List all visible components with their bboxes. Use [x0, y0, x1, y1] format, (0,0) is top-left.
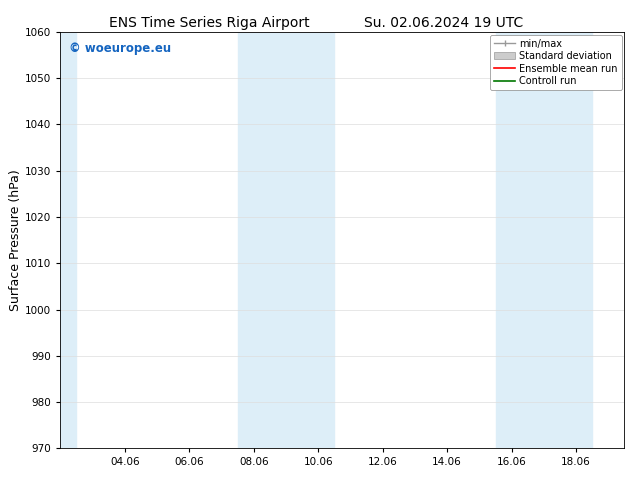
Legend: min/max, Standard deviation, Ensemble mean run, Controll run: min/max, Standard deviation, Ensemble me… [490, 35, 621, 90]
Text: ENS Time Series Riga Airport: ENS Time Series Riga Airport [109, 16, 309, 30]
Text: Su. 02.06.2024 19 UTC: Su. 02.06.2024 19 UTC [364, 16, 524, 30]
Text: © woeurope.eu: © woeurope.eu [68, 42, 171, 55]
Bar [496, 32, 592, 448]
Bar [54, 32, 76, 448]
Y-axis label: Surface Pressure (hPa): Surface Pressure (hPa) [9, 169, 22, 311]
Bar [238, 32, 334, 448]
